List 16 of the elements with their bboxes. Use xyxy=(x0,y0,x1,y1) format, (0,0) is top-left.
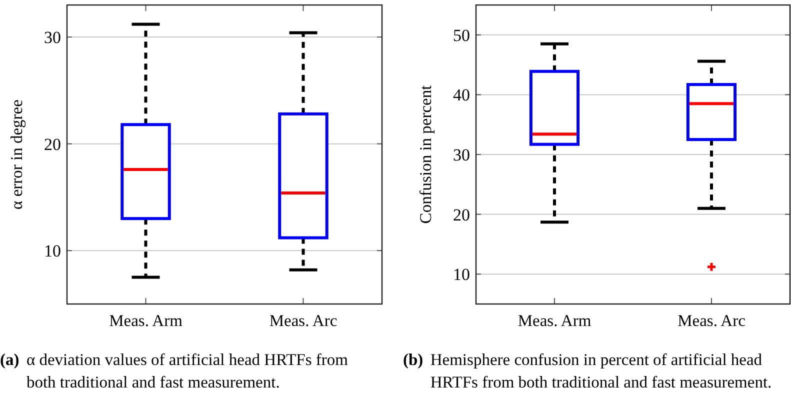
y-tick-label: 30 xyxy=(453,145,470,164)
y-tick-label: 30 xyxy=(44,28,61,47)
y-axis-title: α error in degree xyxy=(7,100,26,210)
x-tick-label: Meas. Arm xyxy=(518,311,592,330)
y-axis-title: Confusion in percent xyxy=(416,84,435,224)
x-tick-label: Meas. Arm xyxy=(109,311,183,330)
x-tick-label: Meas. Arc xyxy=(678,311,746,330)
y-tick-label: 10 xyxy=(44,242,61,261)
text: (a) α deviation values of artificial head HRTFs from both traditional and fast measurement. xyxy=(0,350,348,392)
y-tick-label: 40 xyxy=(453,86,470,105)
y-tick-label: 50 xyxy=(453,26,470,45)
y-tick-label: 10 xyxy=(453,265,470,284)
y-tick-label: 20 xyxy=(44,134,61,154)
y-tick-label: 20 xyxy=(453,205,470,224)
x-tick-label: Meas. Arc xyxy=(269,311,338,330)
text: (b) Hemisphere confusion in percent of artificial head HRTFs from both traditional and fast measurement. xyxy=(403,350,772,392)
